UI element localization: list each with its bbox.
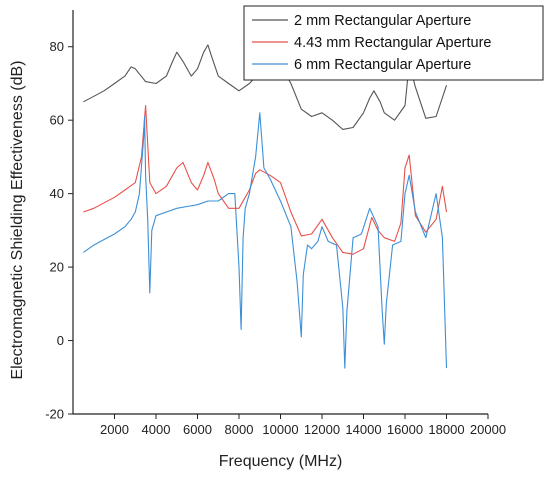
y-tick-label: 60: [50, 113, 64, 128]
x-axis-title: Frequency (MHz): [219, 453, 343, 470]
x-tick-label: 8000: [225, 422, 254, 437]
x-tick-label: 4000: [142, 422, 171, 437]
y-tick-label: -20: [45, 407, 64, 422]
legend-label-1: 2 mm Rectangular Aperture: [294, 13, 471, 29]
x-tick-label: 10000: [262, 422, 298, 437]
series-line-3: [83, 112, 448, 369]
ticks-layer: 2000 4000 6000 8000 10000 12000 14000 16000 1800…: [45, 39, 506, 437]
x-tick-label: 6000: [183, 422, 212, 437]
x-tick-label: 20000: [470, 422, 506, 437]
legend: 2 mm Rectangular Aperture 4.43 mm Rectang…: [243, 5, 544, 81]
y-tick-label: 20: [50, 260, 64, 275]
series-layer: [83, 44, 448, 369]
x-tick-label: 14000: [345, 422, 381, 437]
y-tick-label: 40: [50, 186, 64, 201]
legend-label-2: 4.43 mm Rectangular Aperture: [294, 35, 491, 51]
legend-label-3: 6 mm Rectangular Aperture: [294, 57, 471, 73]
x-tick-label: 16000: [387, 422, 423, 437]
x-tick-label: 2000: [100, 422, 129, 437]
y-tick-label: 80: [50, 39, 64, 54]
y-axis-title: Electromagnetic Shielding Effectiveness …: [9, 61, 26, 380]
x-tick-label: 18000: [428, 422, 464, 437]
series-line-2: [83, 104, 448, 255]
y-tick-label: 0: [57, 333, 64, 348]
legend-box: [243, 5, 544, 81]
x-tick-label: 12000: [304, 422, 340, 437]
